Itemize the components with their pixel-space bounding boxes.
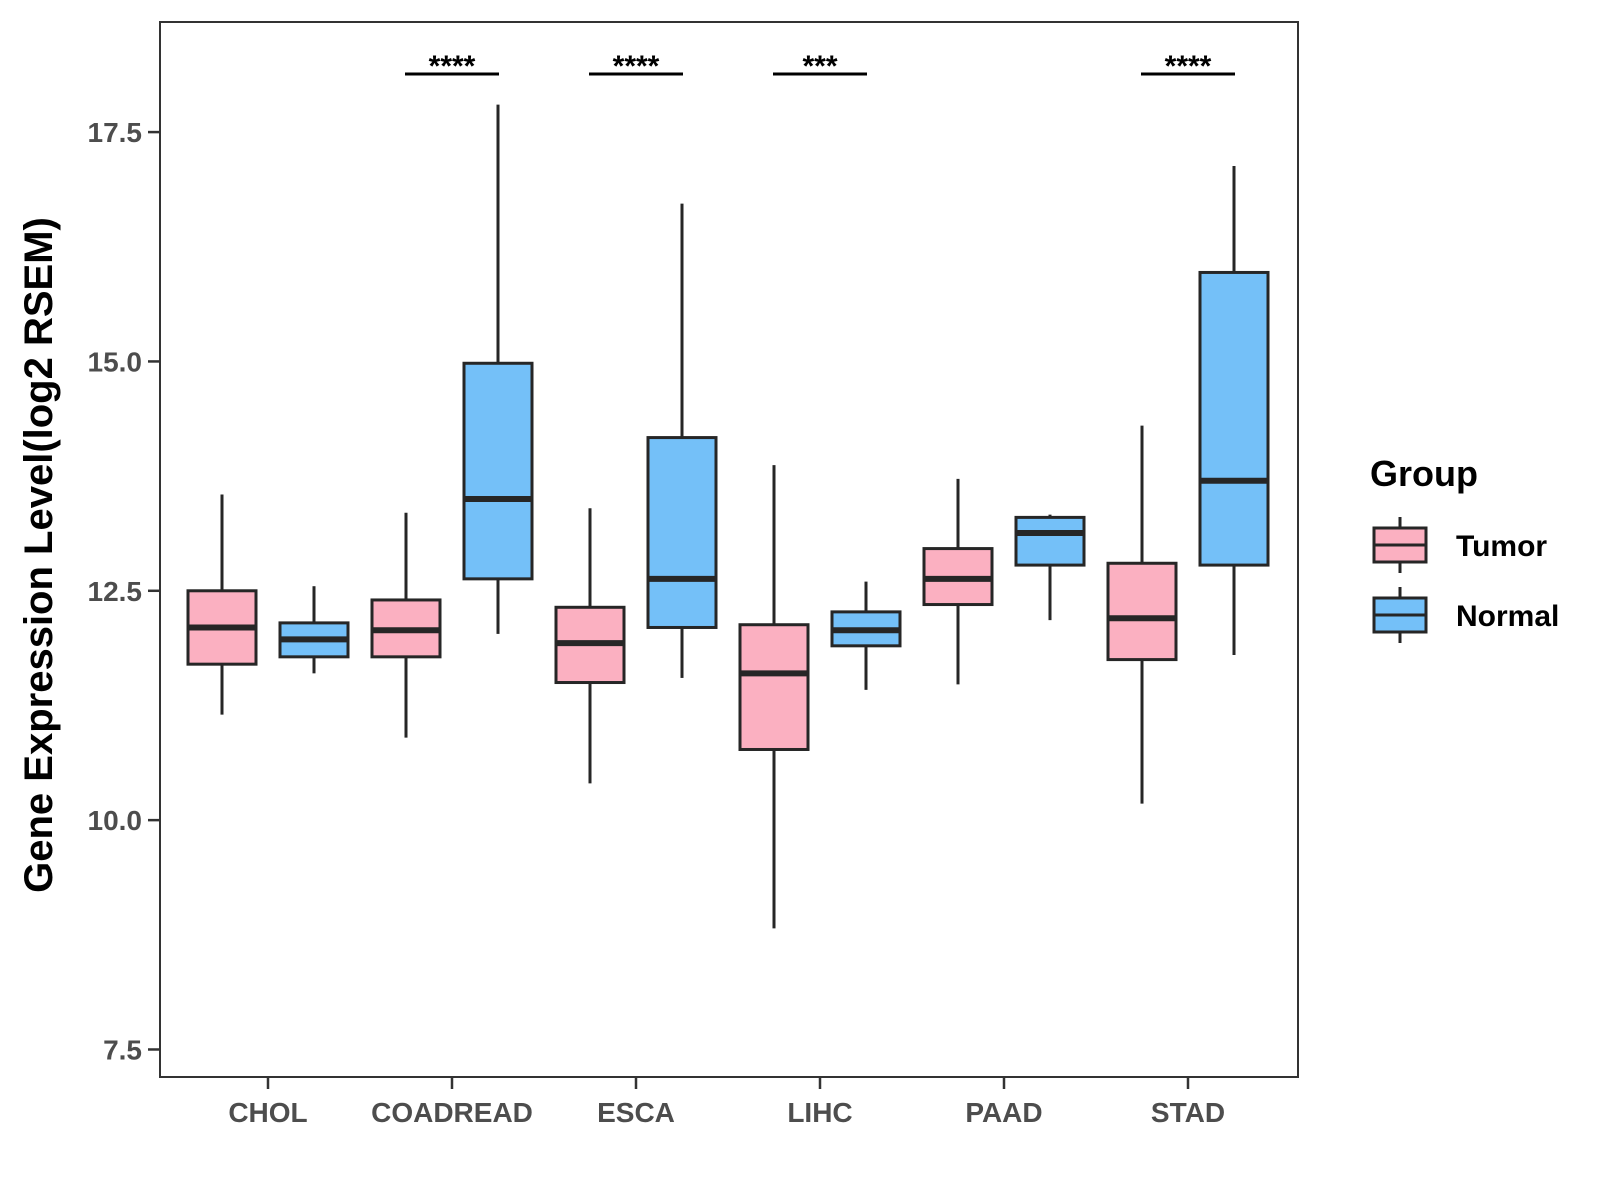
sig-lihc: *** [773, 50, 867, 83]
box-tumor-esca [554, 508, 626, 784]
sig-label: **** [613, 50, 660, 83]
y-axis-title: Gene Expression Level(log2 RSEM) [17, 217, 61, 893]
x-tick-label-stad: STAD [1151, 1097, 1225, 1128]
sig-label: *** [802, 50, 837, 83]
axes: 7.5 10.0 12.5 15.0 17.5 CHOL COADREAD ESCA LIHC P… [88, 21, 1299, 1128]
x-tick-label-lihc: LIHC [787, 1097, 852, 1128]
box-tumor-chol [186, 494, 258, 715]
box-tumor-lihc [738, 465, 810, 929]
legend-label-normal: Normal [1456, 600, 1559, 633]
x-tick-label-esca: ESCA [597, 1097, 675, 1128]
box-body [738, 623, 810, 751]
panel-border [159, 21, 1299, 1078]
x-tick-label-coadread: COADREAD [371, 1097, 533, 1128]
box-tumor-paad [922, 478, 994, 685]
sig-label: **** [1165, 50, 1212, 83]
box-normal-esca [646, 203, 718, 678]
box-body [1014, 515, 1086, 567]
box-tumor-coadread [370, 512, 442, 738]
significance-annotations: **** **** *** **** [405, 50, 1235, 83]
sig-label: **** [429, 50, 476, 83]
sig-esca: **** [589, 50, 683, 83]
y-tick-label: 17.5 [88, 117, 143, 148]
y-tick-label: 10.0 [88, 805, 143, 836]
box-body [1106, 561, 1178, 662]
legend-label-tumor: Tumor [1456, 530, 1547, 563]
box-normal-chol [278, 586, 350, 674]
y-tick-label: 15.0 [88, 346, 143, 377]
box-body [462, 361, 534, 581]
legend-title: Group [1370, 453, 1478, 494]
legend-item-normal: Normal [1372, 587, 1559, 643]
x-tick-label-chol: CHOL [228, 1097, 307, 1128]
sig-coadread: **** [405, 50, 499, 83]
legend: Group Tumor Normal [1370, 453, 1559, 643]
box-normal-coadread [462, 104, 534, 634]
box-body [1198, 270, 1270, 567]
box-tumor-stad [1106, 425, 1178, 804]
y-tick-label: 12.5 [88, 576, 143, 607]
legend-items: Tumor Normal [1372, 517, 1559, 643]
sig-stad: **** [1141, 50, 1235, 83]
box-body [646, 436, 718, 629]
x-tick-label-paad: PAAD [965, 1097, 1042, 1128]
box-normal-lihc [830, 581, 902, 690]
box-normal-stad [1198, 166, 1270, 655]
plot-area [186, 104, 1270, 929]
box-normal-paad [1014, 514, 1086, 621]
legend-item-tumor: Tumor [1372, 517, 1547, 573]
y-tick-label: 7.5 [103, 1034, 142, 1065]
